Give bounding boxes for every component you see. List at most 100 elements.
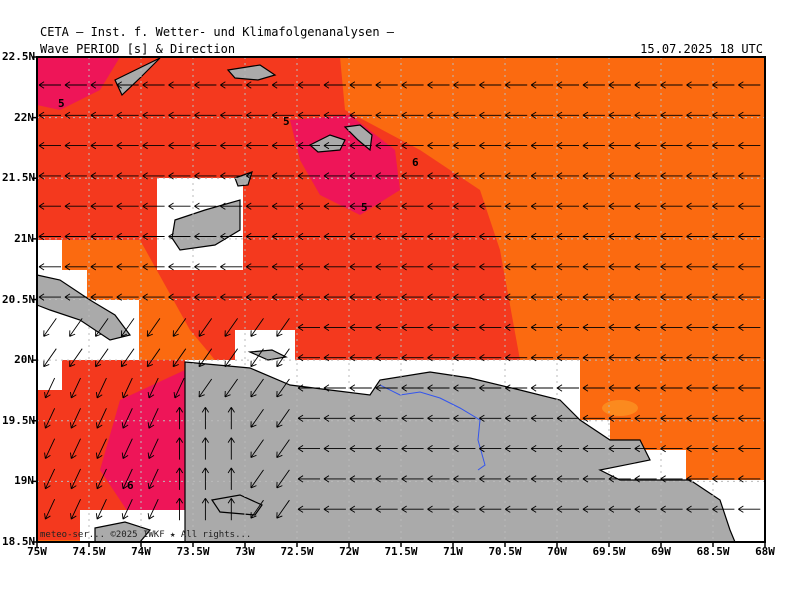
direction-arrow	[608, 263, 631, 271]
direction-arrow	[69, 348, 83, 368]
direction-arrow	[608, 202, 631, 210]
direction-arrow	[116, 202, 139, 210]
direction-arrow	[175, 467, 184, 490]
direction-arrow	[349, 232, 372, 241]
direction-arrow	[168, 232, 191, 241]
direction-arrow	[738, 414, 761, 422]
direction-arrow	[349, 172, 372, 180]
direction-arrow	[453, 293, 476, 301]
direction-arrow	[427, 142, 450, 150]
direction-arrow	[44, 438, 56, 459]
direction-arrow	[90, 293, 113, 301]
direction-arrow	[297, 505, 320, 513]
lat-label: 20.5N	[2, 292, 36, 306]
cuba-north	[114, 57, 161, 97]
sea-crimson-sw	[100, 370, 185, 515]
direction-arrow	[504, 202, 528, 210]
direction-arrow	[634, 323, 657, 331]
lon-label: 68.5W	[696, 545, 730, 558]
direction-arrow	[120, 318, 135, 337]
direction-arrow	[90, 142, 113, 150]
direction-arrow	[427, 323, 450, 331]
direction-arrow	[712, 142, 735, 150]
direction-arrow	[608, 323, 631, 331]
direction-arrow	[504, 142, 528, 150]
direction-arrow	[142, 172, 165, 180]
direction-arrow	[660, 232, 683, 241]
direction-arrow	[245, 232, 269, 241]
direction-arrow	[738, 111, 761, 119]
direction-arrow	[479, 81, 502, 89]
direction-arrow	[738, 505, 761, 513]
direction-arrow	[44, 408, 56, 429]
direction-arrow	[582, 111, 605, 119]
direction-arrow	[323, 172, 346, 180]
direction-arrow	[634, 142, 657, 150]
direction-arrow	[582, 81, 605, 89]
direction-arrow	[504, 475, 528, 483]
direction-arrow	[401, 172, 424, 180]
direction-arrow	[271, 81, 295, 89]
direction-arrow	[660, 293, 683, 301]
direction-arrow	[453, 142, 476, 150]
direction-arrow	[349, 384, 372, 392]
direction-arrow	[427, 81, 450, 89]
direction-arrow	[120, 348, 135, 368]
direction-arrow	[349, 475, 372, 483]
jamaica-west	[94, 521, 152, 543]
direction-arrow	[245, 202, 269, 210]
direction-arrow	[250, 499, 264, 519]
contour-label: 5	[58, 97, 65, 110]
direction-arrow	[453, 111, 476, 119]
direction-arrow	[116, 111, 139, 119]
lon-label: 69.5W	[592, 545, 626, 558]
direction-arrow	[271, 172, 295, 180]
direction-arrow	[323, 414, 346, 422]
direction-arrow	[504, 323, 528, 331]
direction-arrow	[375, 475, 398, 483]
direction-arrow	[401, 142, 424, 150]
direction-arrow	[686, 505, 709, 513]
direction-arrow	[173, 377, 185, 399]
direction-arrow	[194, 202, 217, 210]
direction-arrow	[194, 232, 217, 241]
direction-arrow	[401, 202, 424, 210]
direction-arrow	[530, 475, 554, 483]
direction-arrow	[297, 81, 320, 89]
direction-arrow	[530, 445, 554, 453]
direction-arrow	[201, 437, 209, 460]
direction-arrow	[401, 323, 424, 331]
direction-arrow	[479, 354, 502, 362]
direction-arrow	[323, 232, 346, 241]
direction-arrow	[504, 354, 528, 362]
direction-arrow	[142, 293, 165, 301]
grid-lines	[37, 57, 765, 542]
direction-arrow	[116, 263, 139, 271]
direction-arrow	[660, 414, 683, 422]
direction-arrow	[556, 475, 579, 483]
direction-arrow	[634, 505, 657, 513]
direction-arrow	[271, 263, 295, 271]
direction-arrow	[453, 414, 476, 422]
direction-arrow	[634, 202, 657, 210]
direction-arrow	[271, 232, 295, 241]
direction-arrow	[175, 407, 184, 430]
direction-arrow	[323, 81, 346, 89]
direction-arrow	[43, 348, 57, 368]
sea-crimson-north	[290, 115, 400, 215]
direction-arrow	[220, 81, 243, 89]
direction-arrow	[401, 111, 424, 119]
direction-arrow	[530, 414, 554, 422]
direction-arrow	[556, 172, 579, 180]
direction-arrow	[38, 111, 61, 119]
direction-arrow	[38, 172, 61, 180]
direction-arrow	[660, 445, 683, 453]
direction-arrow	[401, 384, 424, 392]
direction-arrow	[227, 437, 235, 460]
direction-arrow	[582, 414, 605, 422]
direction-arrow	[64, 172, 87, 180]
direction-arrow	[121, 377, 133, 399]
direction-arrow	[95, 438, 107, 459]
direction-arrow	[276, 378, 290, 398]
direction-arrow	[582, 505, 605, 513]
